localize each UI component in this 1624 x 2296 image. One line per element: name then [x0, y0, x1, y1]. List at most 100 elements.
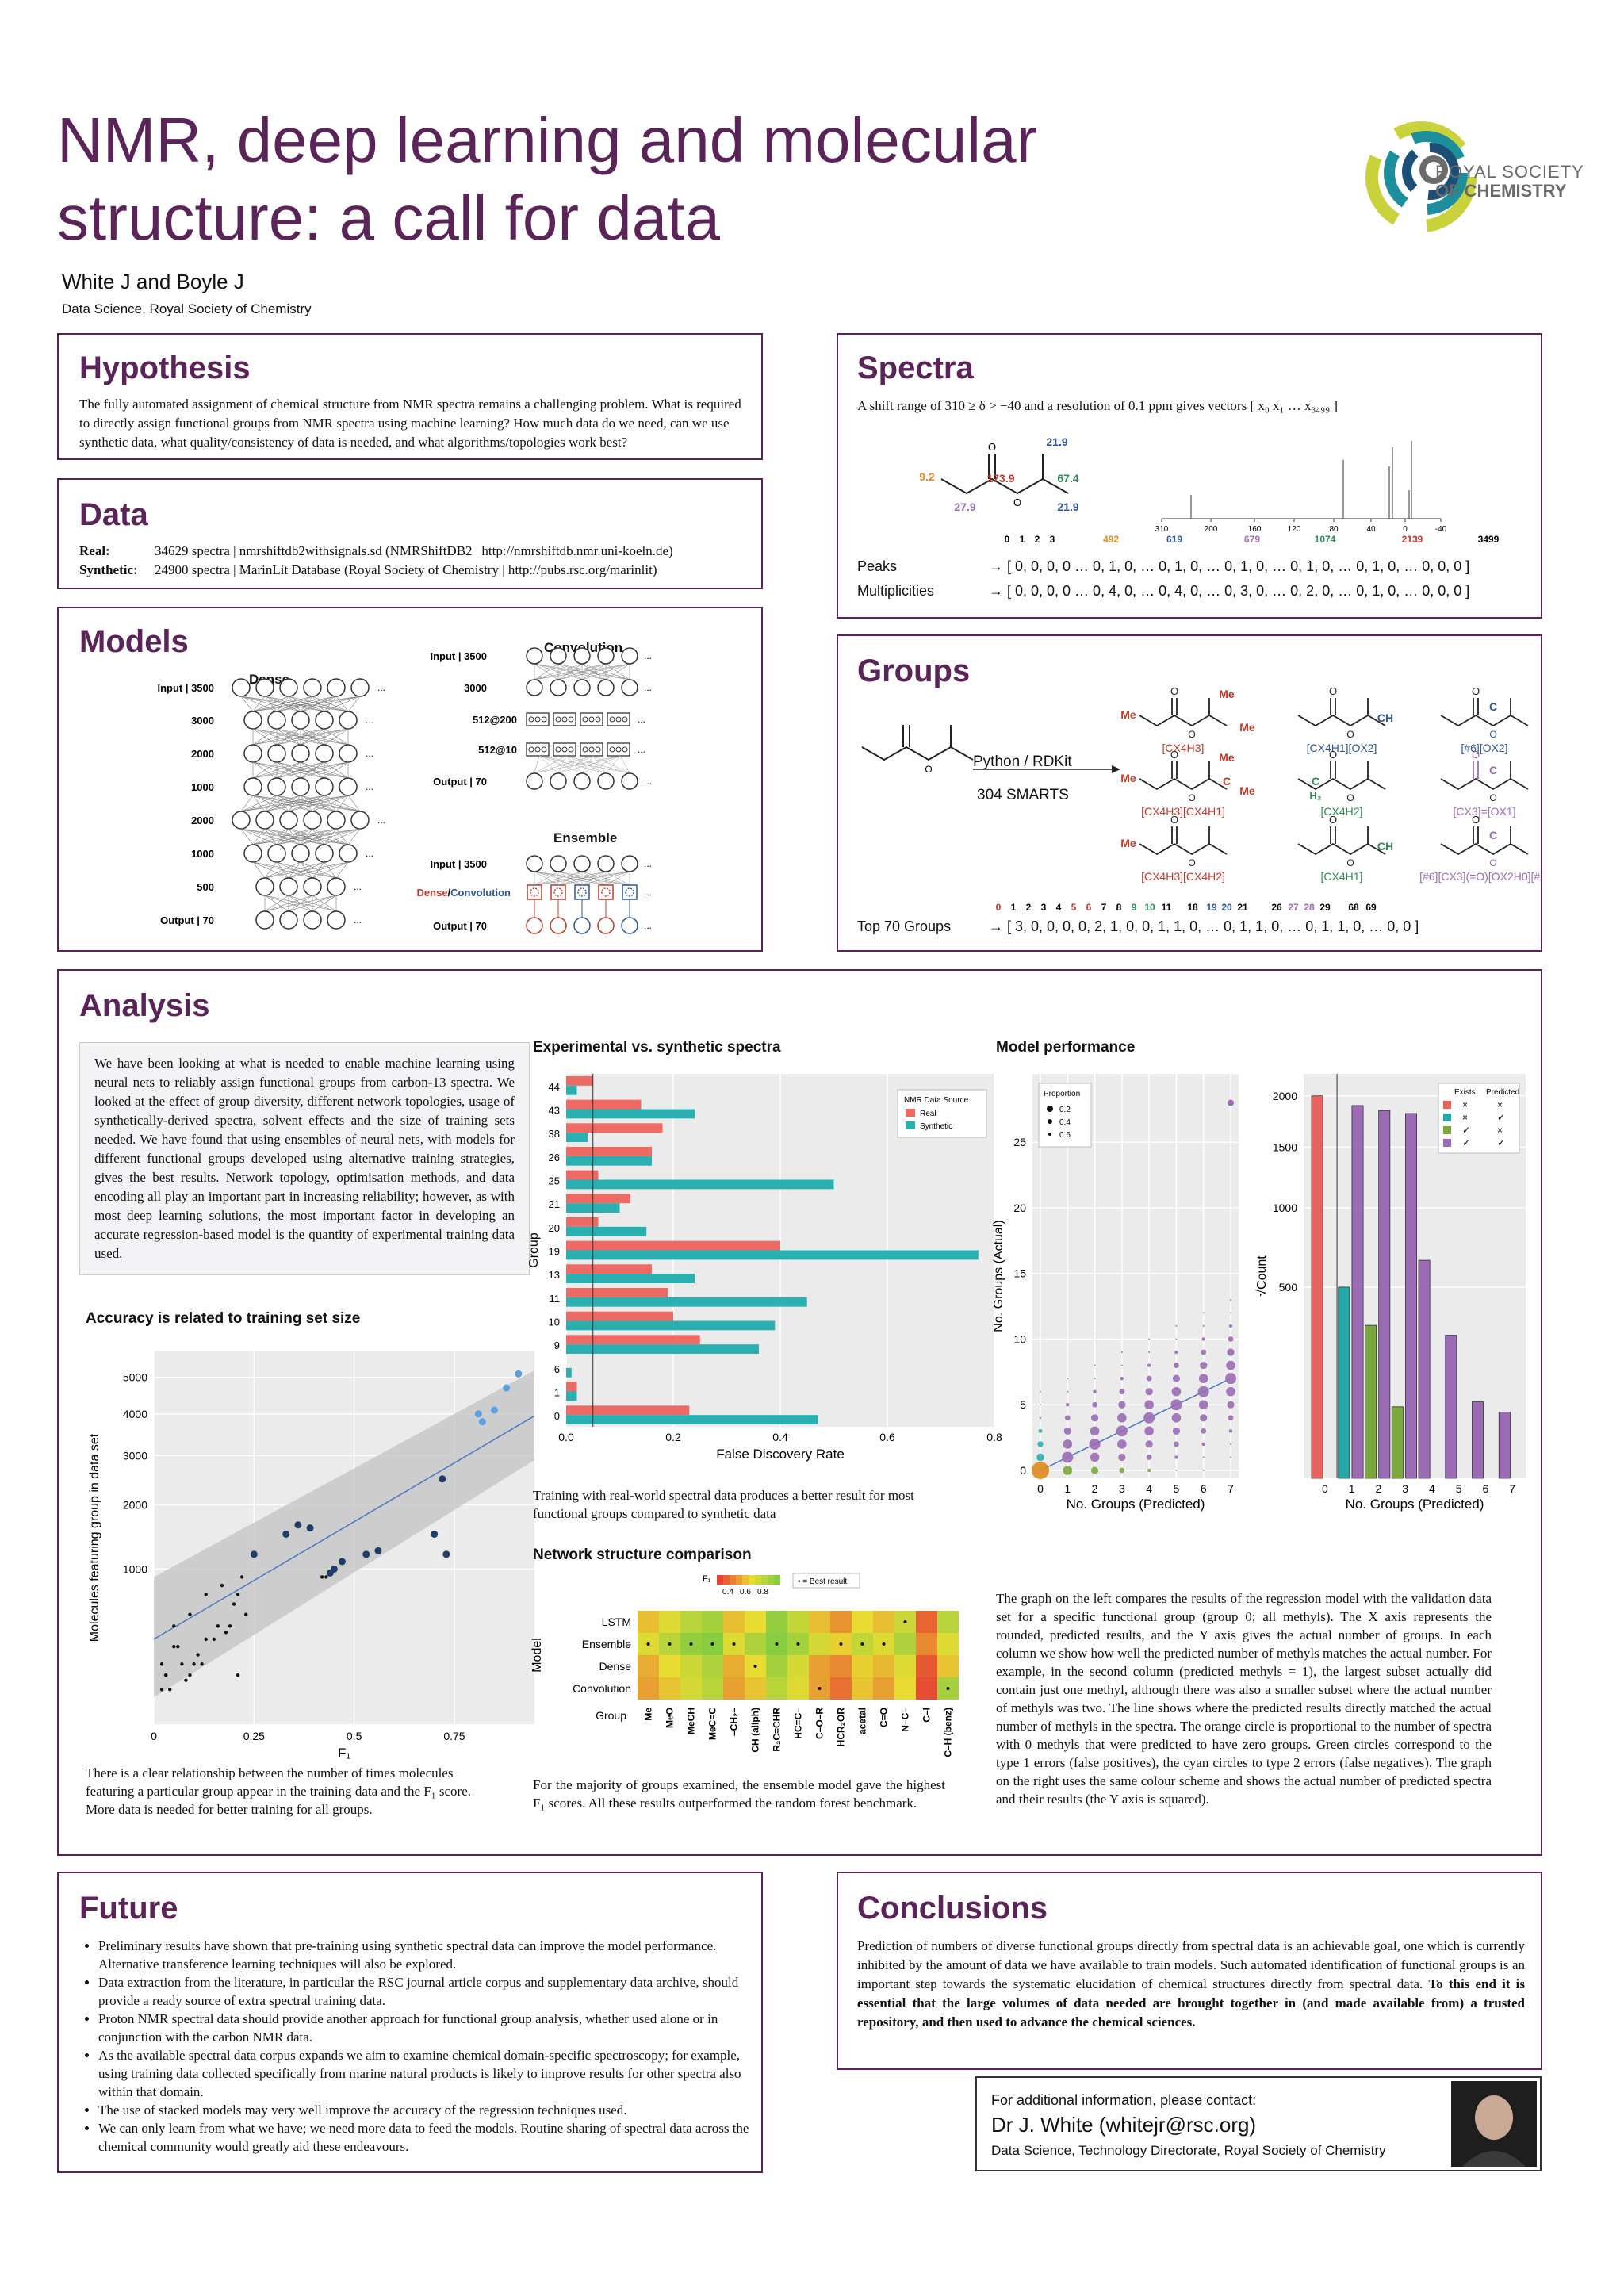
bar-synthetic	[566, 1085, 577, 1095]
best-marker	[668, 1642, 672, 1646]
y-tick-label: 21	[549, 1198, 560, 1210]
dense-edge	[252, 861, 266, 879]
legend-size-marker	[1047, 1106, 1053, 1112]
scatter-point	[244, 1612, 248, 1616]
heat-cell	[766, 1655, 787, 1677]
heat-cell	[809, 1633, 830, 1655]
y-tick-label: 43	[549, 1105, 560, 1117]
spectrum-tick-label: 200	[1205, 525, 1218, 534]
x-tick-label: 0.5	[347, 1730, 362, 1742]
heat-legend-tick: 0.6	[740, 1588, 751, 1596]
scatter-point	[431, 1530, 439, 1538]
y-tick-label: 15	[1013, 1267, 1026, 1280]
smarts-label: [CX4H1]	[1321, 870, 1363, 883]
dense-layer-label: 2000	[191, 748, 214, 760]
y-tick-label: 3000	[123, 1449, 147, 1462]
dense-edge	[252, 728, 349, 746]
heat-column-label: –CH₂–	[729, 1708, 740, 1736]
heat-legend-swatch	[736, 1575, 742, 1585]
best-marker	[903, 1620, 907, 1623]
bubble-point	[1147, 1468, 1151, 1473]
methyl-label: Me	[1239, 721, 1255, 734]
y-tick-label: 10	[1013, 1332, 1026, 1345]
y-tick-label: 2000	[123, 1498, 147, 1511]
x-tick-label: 1	[1064, 1482, 1071, 1495]
fdr-title: Experimental vs. synthetic spectra	[533, 1039, 781, 1056]
oxygen-atom-label: O	[1329, 685, 1337, 697]
carbon-atom-label: C	[1312, 775, 1320, 788]
scatter-point	[212, 1637, 216, 1642]
dense-node	[232, 678, 251, 697]
affiliation: Data Science, Royal Society of Chemistry	[62, 301, 312, 316]
count-bar	[1378, 1110, 1391, 1479]
heat-column-label: R₂C=CHR	[772, 1708, 783, 1752]
data-row-text: 24900 spectra | MarinLit Database (Royal…	[155, 562, 657, 577]
x-tick-label: 0	[1037, 1482, 1044, 1495]
y-axis-label: Molecules featuring group in data set	[88, 1433, 102, 1642]
conv-edge	[534, 755, 567, 774]
ensemble-model-box	[550, 884, 566, 900]
dense-node	[279, 877, 298, 896]
scatter-point	[192, 1662, 196, 1666]
heat-column-label: MeCH	[686, 1708, 697, 1734]
bar-synthetic	[566, 1344, 759, 1354]
legend-header-predicted: Predicted	[1486, 1088, 1519, 1097]
future-list: Preliminary results have shown that pre-…	[78, 1937, 764, 2156]
x-tick-label: 0.25	[243, 1730, 265, 1742]
conv-edge	[581, 755, 594, 774]
future-title: Future	[79, 1891, 178, 1926]
dense-edge	[252, 728, 325, 746]
x-tick-label: 6	[1482, 1482, 1488, 1495]
bubble-point	[1089, 1438, 1101, 1450]
conv-filter-dot	[582, 746, 588, 753]
heat-cell	[745, 1633, 766, 1655]
conv-filter-dot	[568, 746, 574, 753]
dense-edge	[324, 696, 361, 712]
conv-filter-dot	[568, 716, 574, 723]
methyl-label: Me	[1120, 837, 1136, 849]
scatter-point	[515, 1370, 523, 1378]
model-performance-chart: 0 5 10 15 20 25 0 1 2 3 4 5 6 7 Proportion 0.2 0.4 0.6 No.…	[992, 1074, 1239, 1512]
conv-filter-dot	[622, 746, 628, 753]
list-item: As the available spectral data corpus ex…	[98, 2046, 764, 2101]
oxygen-atom-label: O	[1489, 729, 1496, 740]
conv-filter-dot	[622, 716, 628, 723]
y-tick-label: 5	[1020, 1398, 1026, 1411]
heat-row-label: LSTM	[602, 1616, 631, 1628]
dense-ellipsis: ...	[354, 914, 362, 926]
list-item: The use of stacked models may very well …	[98, 2101, 764, 2119]
y-axis-label: Group	[527, 1232, 541, 1268]
heat-legend-swatch	[730, 1575, 736, 1585]
dense-edge	[264, 861, 325, 879]
oxygen-atom-label: O	[1188, 729, 1195, 740]
dense-node	[255, 877, 274, 896]
bubble-point	[1038, 1428, 1043, 1433]
scatter-point	[159, 1662, 164, 1666]
scatter-point	[180, 1662, 184, 1666]
ensemble-node	[550, 855, 567, 872]
bubble-point	[1201, 1442, 1205, 1447]
conv-filter	[526, 712, 550, 726]
y-tick-label: 0	[554, 1410, 560, 1422]
y-tick-label: 44	[549, 1081, 560, 1093]
ensemble-edge	[534, 871, 583, 886]
scatter-point	[176, 1645, 180, 1649]
legend-swatch-synthetic	[906, 1121, 915, 1129]
models-panel: Models Dense Convolution Ensemble Input …	[57, 607, 763, 952]
scatter-point	[490, 1406, 498, 1414]
vector-index-label: 27	[1288, 902, 1299, 913]
dense-layer-label: 1000	[191, 848, 214, 860]
y-tick-label: 13	[549, 1269, 560, 1281]
bubble-point	[1090, 1426, 1100, 1436]
bar-synthetic	[566, 1297, 807, 1307]
heat-legend-swatch	[717, 1575, 723, 1585]
dense-edge	[252, 828, 266, 845]
bubble-point	[1117, 1412, 1127, 1423]
conv-edge	[581, 755, 621, 774]
heat-column-label: C=O	[879, 1708, 890, 1727]
conv-layer-label: 3000	[464, 682, 487, 694]
y-tick-label: 9	[554, 1340, 560, 1351]
molecule-bond	[861, 746, 974, 761]
dense-edge	[312, 795, 349, 812]
scatter-point	[172, 1645, 176, 1649]
